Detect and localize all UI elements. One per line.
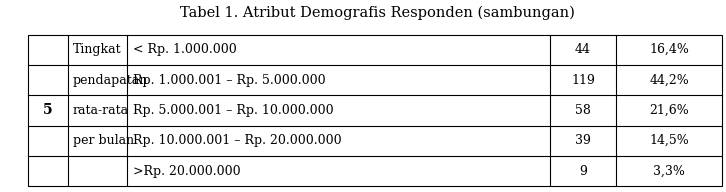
Text: 58: 58 — [575, 104, 591, 117]
Text: 3,3%: 3,3% — [653, 165, 685, 178]
Text: Rp. 1.000.001 – Rp. 5.000.000: Rp. 1.000.001 – Rp. 5.000.000 — [133, 74, 325, 87]
Text: 44,2%: 44,2% — [649, 74, 689, 87]
Text: >Rp. 20.000.000: >Rp. 20.000.000 — [133, 165, 240, 178]
Text: pendapatan: pendapatan — [73, 74, 148, 87]
Text: 21,6%: 21,6% — [649, 104, 689, 117]
Text: Tabel 1. Atribut Demografis Responden (sambungan): Tabel 1. Atribut Demografis Responden (s… — [180, 6, 575, 20]
Text: 119: 119 — [571, 74, 595, 87]
Text: 44: 44 — [575, 43, 591, 56]
Text: per bulan: per bulan — [73, 134, 134, 147]
Text: 9: 9 — [579, 165, 587, 178]
Text: 14,5%: 14,5% — [649, 134, 689, 147]
Text: 16,4%: 16,4% — [649, 43, 689, 56]
Text: 5: 5 — [43, 103, 52, 117]
Text: Rp. 5.000.001 – Rp. 10.000.000: Rp. 5.000.001 – Rp. 10.000.000 — [133, 104, 333, 117]
Text: 39: 39 — [575, 134, 591, 147]
Text: Rp. 10.000.001 – Rp. 20.000.000: Rp. 10.000.001 – Rp. 20.000.000 — [133, 134, 341, 147]
Bar — [28, 35, 722, 186]
Text: rata-rata: rata-rata — [73, 104, 129, 117]
Text: < Rp. 1.000.000: < Rp. 1.000.000 — [133, 43, 237, 56]
Text: Tingkat: Tingkat — [73, 43, 121, 56]
